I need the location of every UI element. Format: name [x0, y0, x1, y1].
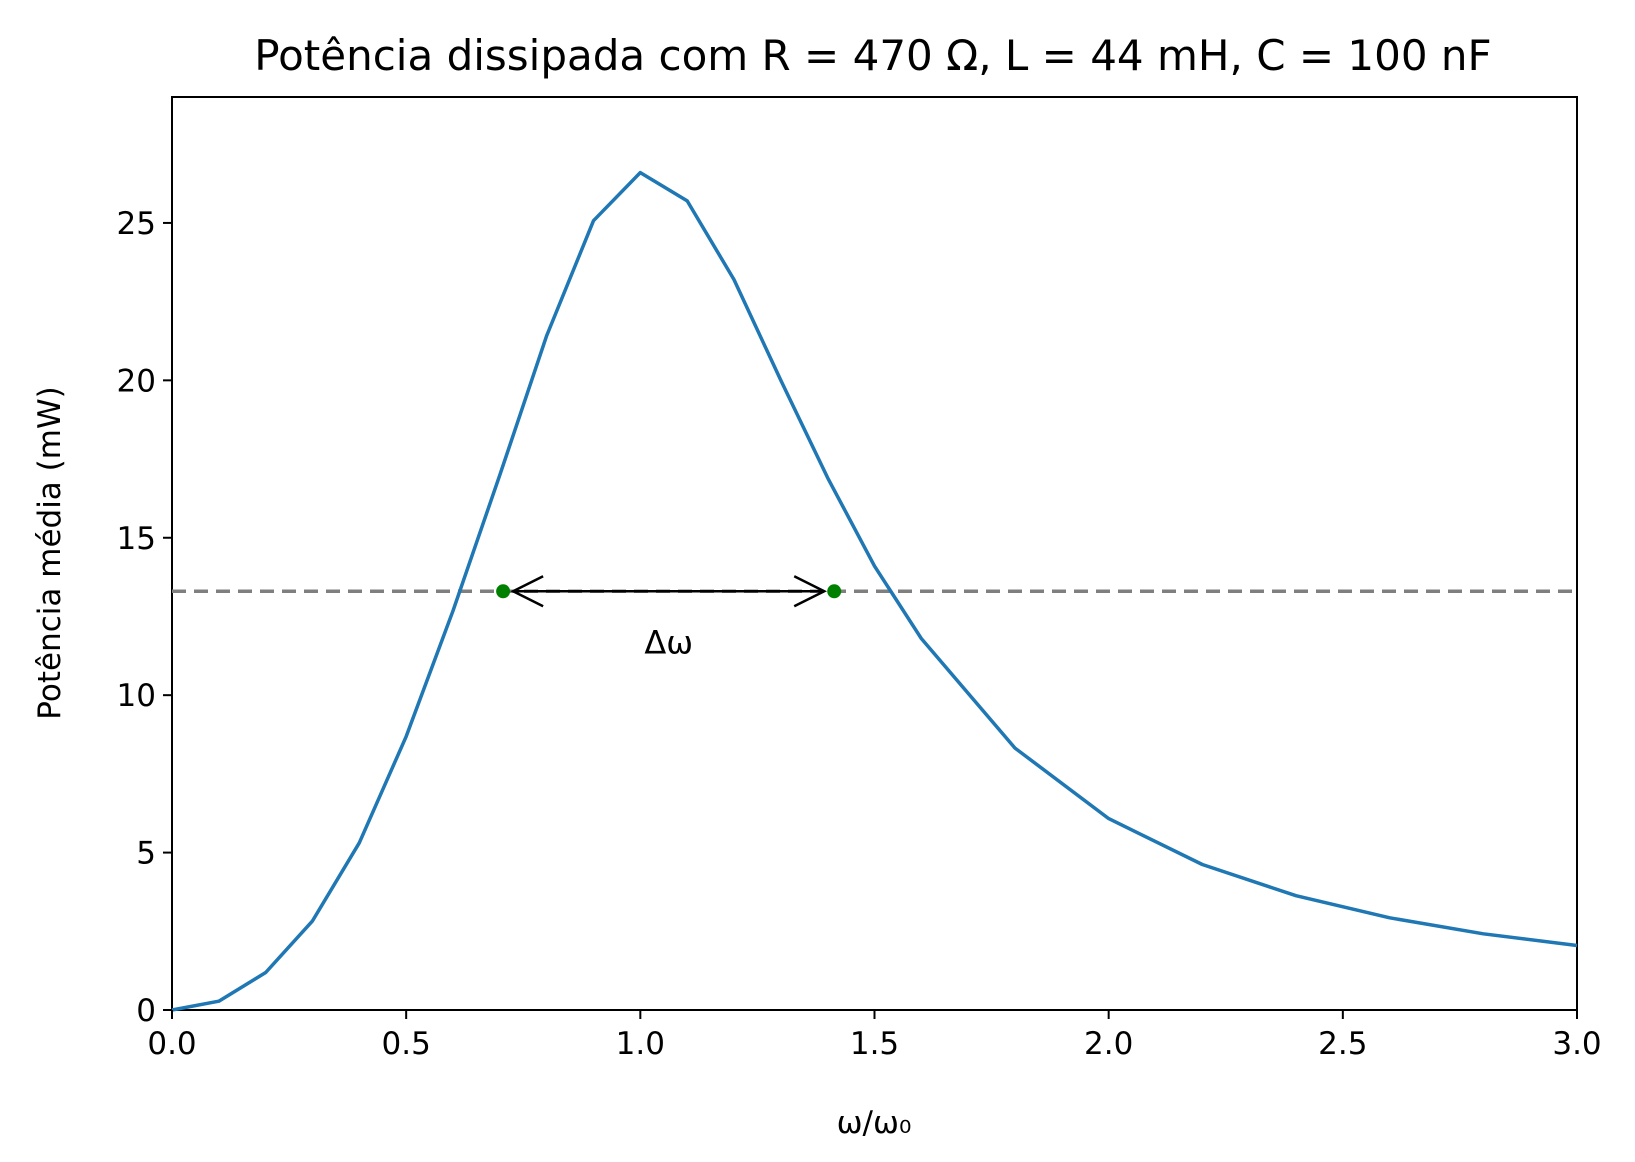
y-tick-label: 20 [117, 363, 156, 399]
y-tick-label: 5 [136, 836, 156, 872]
half-power-point [496, 584, 511, 599]
chart-marks: Δω [171, 170, 1578, 1012]
x-tick-label: 1.5 [850, 1026, 899, 1062]
x-axis-ticks: 0.0 0.5 1.0 1.5 2.0 2.5 3.0 [147, 1010, 1602, 1062]
x-tick-label: 2.0 [1084, 1026, 1133, 1062]
bandwidth-arrow-head-left [510, 575, 544, 608]
chart-title: Potência dissipada com R = 470 Ω, L = 44… [254, 31, 1491, 80]
y-tick-label: 0 [136, 993, 156, 1029]
y-axis-title: Potência média (mW) [32, 386, 68, 719]
y-axis-ticks: 0 5 10 15 20 25 [117, 206, 172, 1029]
y-tick-label: 25 [117, 206, 156, 242]
x-tick-label: 1.0 [616, 1026, 665, 1062]
x-tick-label: 3.0 [1552, 1026, 1601, 1062]
bandwidth-arrow-head-right [793, 575, 828, 608]
x-axis-title: ω/ω₀ [837, 1105, 912, 1141]
x-tick-label: 0.0 [147, 1026, 196, 1062]
x-tick-label: 0.5 [382, 1026, 431, 1062]
x-tick-label: 2.5 [1318, 1026, 1367, 1062]
power-curve [171, 170, 1578, 1012]
half-power-point [827, 584, 842, 599]
y-tick-label: 15 [117, 521, 156, 557]
plot-area [171, 96, 1578, 1011]
y-tick-label: 10 [117, 678, 156, 714]
bandwidth-label: Δω [644, 623, 693, 661]
